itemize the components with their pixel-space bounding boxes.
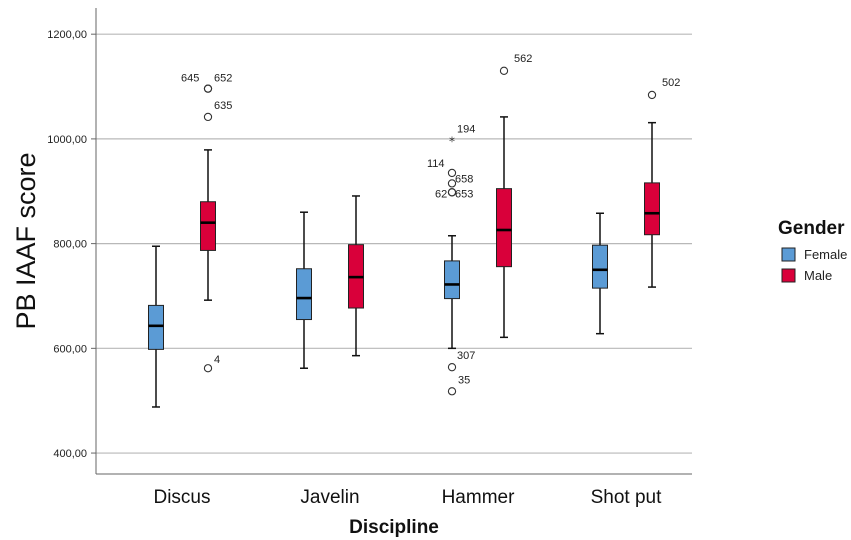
outlier-label: 4 xyxy=(214,354,220,366)
outlier-marker xyxy=(447,188,457,197)
outlier-marker xyxy=(447,179,457,188)
outlier-marker xyxy=(203,364,213,373)
box-iqr xyxy=(644,182,660,236)
y-tick-label: 1200,00 xyxy=(47,29,87,41)
box-female-javelin xyxy=(296,211,312,369)
legend: Gender Female Male xyxy=(778,218,847,283)
outlier-label: 35 xyxy=(458,374,470,386)
legend-entries: Female Male xyxy=(781,247,847,283)
x-tick-label: Discus xyxy=(153,487,210,508)
box-male-javelin xyxy=(348,195,364,357)
legend-label-male: Male xyxy=(804,268,832,283)
outlier-label: 62 xyxy=(435,188,447,200)
x-tick-label: Hammer xyxy=(442,487,516,508)
outlier-marker xyxy=(447,387,457,396)
outlier-label: 645 xyxy=(181,73,199,85)
y-axis-label: PB IAAF score xyxy=(11,152,41,329)
gridlines xyxy=(96,33,692,454)
outlier-label: 562 xyxy=(514,53,532,65)
outlier-label: 653 xyxy=(455,188,473,200)
box-female-hammer xyxy=(444,235,460,350)
y-axis-ticks: 400,00 600,00 800,00 1000,00 1200,00 xyxy=(47,29,96,460)
y-tick-label: 1000,00 xyxy=(47,134,87,146)
box-female-shot-put xyxy=(592,212,608,335)
outlier-label: 635 xyxy=(214,100,232,112)
outlier-marker xyxy=(499,66,509,75)
x-tick-label: Javelin xyxy=(300,487,359,508)
extreme-outlier-marker: * xyxy=(449,134,455,148)
box-iqr xyxy=(592,244,608,289)
outlier-points: *194 114 658 62 653 307 35 645 652 635 4 562 502 xyxy=(181,53,680,396)
legend-title: Gender xyxy=(778,218,845,239)
outlier-label: 114 xyxy=(427,158,445,170)
box-iqr xyxy=(444,260,460,300)
outlier-label: 658 xyxy=(455,173,473,185)
box-iqr xyxy=(148,304,164,350)
box-iqr xyxy=(496,188,512,268)
y-tick-label: 600,00 xyxy=(53,343,87,355)
outlier-marker xyxy=(647,90,657,100)
outlier-label: 194 xyxy=(457,123,475,135)
box-iqr xyxy=(296,268,312,321)
y-tick-label: 800,00 xyxy=(53,239,87,251)
x-tick-label: Shot put xyxy=(591,487,662,508)
outlier-label: 307 xyxy=(457,350,475,362)
outlier-label: 652 xyxy=(214,73,232,85)
outlier-marker xyxy=(447,363,457,372)
box-female-discus xyxy=(148,245,164,408)
x-axis-categories: Discus Javelin Hammer Shot put xyxy=(153,487,662,508)
outlier-marker xyxy=(447,168,457,178)
outlier-marker xyxy=(203,84,213,93)
legend-swatch-female xyxy=(781,247,796,262)
x-axis-label: Discipline xyxy=(349,517,439,538)
box-series xyxy=(148,116,660,408)
box-male-shot-put xyxy=(644,121,660,288)
box-male-hammer xyxy=(496,116,512,339)
y-tick-label: 400,00 xyxy=(53,448,87,460)
legend-label-female: Female xyxy=(804,247,847,262)
box-iqr xyxy=(200,201,216,251)
outlier-label: 502 xyxy=(662,77,680,89)
outlier-marker xyxy=(203,112,213,122)
legend-swatch-male xyxy=(781,268,796,283)
box-male-discus xyxy=(200,149,216,301)
